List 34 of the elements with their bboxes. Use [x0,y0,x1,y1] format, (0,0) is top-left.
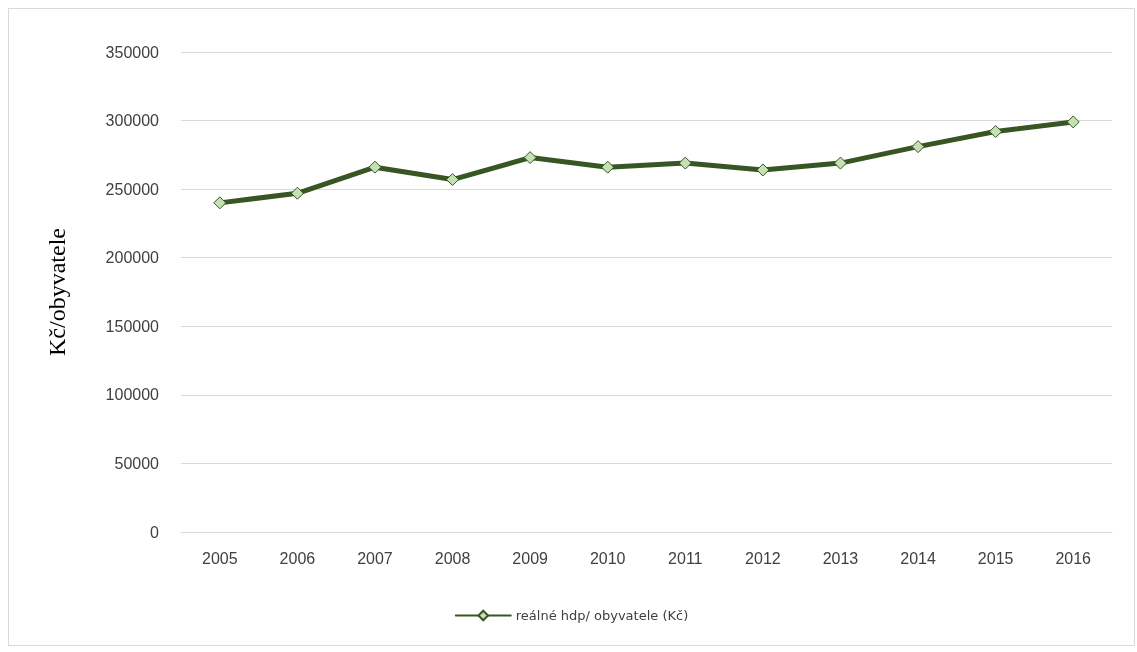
point [756,163,770,177]
x-tick-label: 2009 [512,549,549,567]
x-tick-label: 2013 [822,549,859,567]
point [368,160,382,174]
x-tick-label: 2010 [589,549,626,567]
y-tick-label: 50000 [114,454,160,472]
point [290,186,304,200]
y-tick-label: 200000 [105,249,160,267]
x-tick-label: 2016 [1055,549,1092,567]
y-tick-label: 350000 [105,43,160,61]
point [523,151,537,165]
x-tick-label: 2014 [900,549,936,567]
y-tick-label: 0 [150,523,160,541]
y-tick-label: 100000 [105,386,160,404]
y-tick-label: 150000 [105,317,160,335]
point [911,140,925,154]
x-tick-label: 2012 [745,549,781,567]
x-tick-label: 2006 [279,549,316,567]
legend-label: reálné hdp/ obyvatele (Kč) [515,608,689,623]
x-tick-label: 2008 [434,549,471,567]
y-tick-label: 250000 [105,180,160,198]
point [1066,115,1080,129]
point [601,160,615,174]
point [213,196,227,210]
point [446,173,460,187]
x-tick-label: 2015 [977,549,1014,567]
point [833,156,847,170]
y-tick-label: 300000 [105,112,160,130]
point [989,125,1003,139]
x-tick-label: 2007 [357,549,393,567]
x-tick-label: 2011 [668,549,703,567]
y-axis-title: Kč/obyvatele [44,228,70,356]
x-tick-label: 2005 [201,549,238,567]
point [678,156,692,170]
